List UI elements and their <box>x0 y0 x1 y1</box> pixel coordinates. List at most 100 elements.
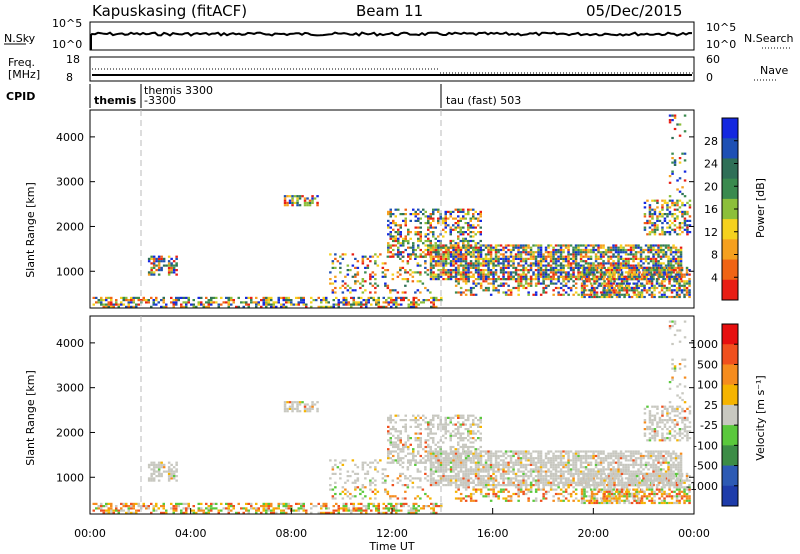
velocity-cell <box>207 509 210 512</box>
power-cell <box>167 273 171 276</box>
power-cell <box>624 275 628 278</box>
velocity-cell <box>449 450 453 453</box>
power-cell <box>595 275 599 278</box>
power-cell <box>607 248 610 252</box>
velocity-cell <box>355 507 358 510</box>
power-cell <box>419 239 422 243</box>
velocity-cell <box>311 403 314 406</box>
velocity-cell <box>434 414 437 417</box>
power-cell <box>105 296 108 299</box>
power-cell <box>417 303 420 306</box>
power-cell <box>115 301 118 304</box>
velocity-cell <box>412 419 415 422</box>
velocity-cell <box>157 461 161 464</box>
velocity-cell <box>422 457 425 460</box>
velocity-cell <box>167 461 171 464</box>
velocity-cell <box>381 477 385 480</box>
power-cell <box>661 226 664 229</box>
velocity-cell <box>404 475 407 478</box>
power-cell <box>337 299 340 302</box>
power-cell <box>577 271 580 274</box>
velocity-cell <box>547 475 550 478</box>
velocity-cell <box>479 432 482 435</box>
power-cell <box>653 286 656 290</box>
velocity-cell <box>260 505 263 508</box>
velocity-cell <box>554 472 558 475</box>
power-cell <box>497 262 500 265</box>
power-cell <box>434 278 438 281</box>
velocity-cell <box>354 479 357 482</box>
power-cell <box>672 266 675 269</box>
power-cell <box>617 246 620 249</box>
velocity-cell <box>534 450 538 453</box>
velocity-cell <box>529 459 533 462</box>
power-cell <box>527 246 530 249</box>
power-cell <box>660 275 664 278</box>
power-cell <box>357 296 360 299</box>
power-cell <box>172 299 175 302</box>
velocity-cell <box>235 511 238 514</box>
velocity-cell <box>160 463 163 466</box>
power-cell <box>615 266 619 269</box>
velocity-cell <box>434 461 438 464</box>
velocity-cell <box>479 470 483 473</box>
velocity-cell <box>457 450 460 453</box>
power-cell <box>442 251 445 254</box>
power-cell <box>454 260 458 263</box>
power-cell <box>427 299 430 302</box>
velocity-cell <box>417 443 420 446</box>
power-cell <box>600 271 604 274</box>
velocity-cell <box>412 507 415 510</box>
velocity-cell <box>387 439 390 442</box>
power-cell <box>574 291 578 294</box>
velocity-cell <box>115 509 118 512</box>
velocity-cell <box>462 475 465 478</box>
power-cell <box>674 269 678 272</box>
velocity-cell <box>479 437 482 440</box>
power-cell <box>605 271 609 274</box>
velocity-cell <box>397 509 400 512</box>
velocity-cell <box>399 475 402 478</box>
velocity-cell <box>494 454 498 458</box>
power-cell <box>544 251 548 254</box>
velocity-cell <box>527 457 530 460</box>
power-cell <box>619 269 623 272</box>
power-cell <box>467 228 470 231</box>
velocity-cell <box>467 457 470 460</box>
velocity-cell <box>432 479 435 482</box>
power-cell <box>673 280 676 283</box>
freq-left-tick-bottom: 8 <box>66 71 73 84</box>
power-cell <box>477 262 480 265</box>
power-cell <box>357 303 360 306</box>
power-cell <box>635 269 639 272</box>
velocity-cell <box>477 468 480 471</box>
power-cell <box>649 266 653 269</box>
power-cell <box>593 280 596 283</box>
velocity-cell <box>447 452 450 455</box>
power-cell <box>686 228 689 231</box>
power-cell <box>371 284 375 287</box>
power-cell <box>662 244 665 247</box>
velocity-cell <box>377 511 380 514</box>
power-cell <box>479 273 483 276</box>
power-cell <box>654 264 658 267</box>
velocity-cell <box>442 463 445 466</box>
velocity-cell <box>437 416 440 419</box>
power-cell <box>469 291 473 294</box>
power-cell <box>447 275 450 278</box>
colorbar-segment <box>722 118 738 139</box>
power-cell <box>389 231 392 234</box>
power-cell <box>519 244 523 247</box>
velocity-cell <box>315 505 318 508</box>
velocity-cell <box>554 466 558 469</box>
power-cell <box>678 161 682 164</box>
velocity-cell <box>509 481 513 484</box>
velocity-cell <box>155 463 158 466</box>
power-cell <box>659 248 663 252</box>
velocity-cell <box>459 416 462 419</box>
power-cell <box>142 296 145 299</box>
power-cell <box>661 222 664 225</box>
power-cell <box>608 273 611 276</box>
power-cell <box>653 271 656 274</box>
power-cell <box>449 246 453 249</box>
